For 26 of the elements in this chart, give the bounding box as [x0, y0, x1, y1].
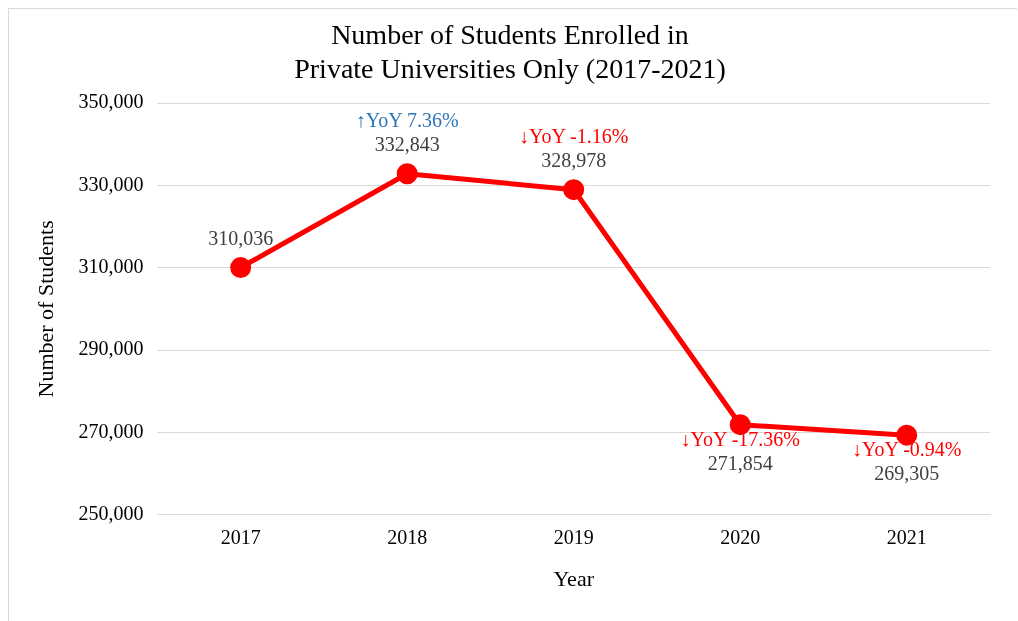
point	[563, 179, 585, 201]
y-tick-label: 310,000	[78, 255, 144, 278]
x-axis-title: Year	[553, 565, 595, 591]
chart-title: Number of Students Enrolled in Private Universities Only (2017-2021)	[294, 19, 726, 84]
text: 271,854	[707, 451, 773, 474]
annotation: ↑YoY 7.36%	[355, 109, 459, 132]
y-tick-label: 270,000	[78, 419, 144, 442]
x-tick-label: 2020	[720, 525, 761, 548]
y-tick-label: 330,000	[78, 172, 144, 195]
x-tick-label: 2018	[387, 525, 428, 548]
point	[396, 163, 418, 185]
annotation: ↓YoY -17.36%	[680, 427, 800, 450]
text: 332,843	[374, 133, 440, 156]
x-tick-label: 2017	[220, 525, 261, 548]
text: 310,036	[208, 226, 274, 249]
point	[230, 257, 252, 279]
y-tick-label: 350,000	[78, 90, 144, 113]
annotation: ↓YoY -0.94%	[852, 438, 962, 461]
text: 328,978	[541, 148, 607, 171]
text: 269,305	[874, 462, 940, 485]
annotation: ↓YoY -1.16%	[518, 124, 629, 147]
x-tick-label: 2021	[886, 525, 927, 548]
y-tick-label: 290,000	[78, 337, 144, 360]
y-axis-title: Number of Students	[32, 220, 58, 398]
x-tick-label: 2019	[553, 525, 594, 548]
y-tick-label: 250,000	[78, 501, 144, 524]
